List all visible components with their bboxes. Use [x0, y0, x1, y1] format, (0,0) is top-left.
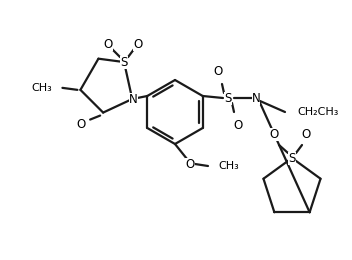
- Text: O: O: [186, 158, 195, 171]
- Text: O: O: [133, 37, 143, 50]
- Text: S: S: [120, 56, 128, 69]
- Text: O: O: [76, 118, 86, 131]
- Text: O: O: [233, 119, 243, 132]
- Text: CH₃: CH₃: [32, 83, 52, 93]
- Text: O: O: [301, 127, 310, 140]
- Text: O: O: [269, 127, 279, 140]
- Text: O: O: [213, 64, 222, 77]
- Text: CH₂CH₃: CH₂CH₃: [297, 107, 338, 117]
- Text: N: N: [129, 93, 138, 106]
- Text: S: S: [224, 92, 232, 105]
- Text: O: O: [103, 37, 113, 50]
- Text: CH₃: CH₃: [218, 161, 239, 171]
- Text: S: S: [288, 152, 296, 165]
- Text: N: N: [252, 92, 260, 105]
